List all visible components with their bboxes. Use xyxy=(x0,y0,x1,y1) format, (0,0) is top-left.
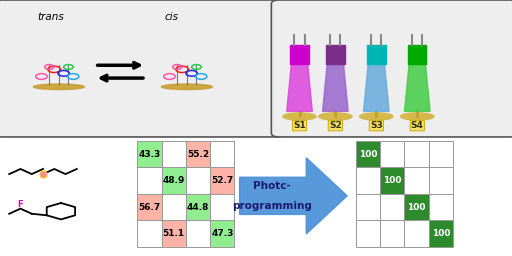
Bar xyxy=(210,141,234,167)
Ellipse shape xyxy=(359,113,393,120)
Polygon shape xyxy=(364,64,389,111)
Text: 100: 100 xyxy=(432,229,450,238)
FancyBboxPatch shape xyxy=(271,0,512,137)
Text: trans: trans xyxy=(38,12,65,22)
Bar xyxy=(380,141,404,167)
Bar xyxy=(429,220,453,247)
Bar xyxy=(380,194,404,220)
Text: programming: programming xyxy=(232,201,312,211)
Polygon shape xyxy=(287,64,312,111)
Bar xyxy=(429,167,453,194)
Bar xyxy=(404,194,429,220)
Ellipse shape xyxy=(400,113,434,120)
Text: S4: S4 xyxy=(411,121,424,130)
Bar xyxy=(356,141,380,167)
Bar xyxy=(404,167,429,194)
Polygon shape xyxy=(240,158,347,234)
Bar xyxy=(210,220,234,247)
Bar xyxy=(356,167,380,194)
Bar xyxy=(404,141,429,167)
Bar xyxy=(326,45,345,64)
Bar xyxy=(356,220,380,247)
Bar xyxy=(162,194,186,220)
FancyBboxPatch shape xyxy=(0,0,284,137)
Bar xyxy=(210,194,234,220)
Text: Photc-: Photc- xyxy=(253,181,291,191)
Text: 100: 100 xyxy=(408,203,426,212)
Bar xyxy=(380,220,404,247)
Bar xyxy=(356,194,380,220)
Bar xyxy=(186,167,210,194)
Bar xyxy=(210,167,234,194)
Ellipse shape xyxy=(33,84,84,90)
Bar xyxy=(137,167,162,194)
Text: 47.3: 47.3 xyxy=(211,229,233,238)
Bar xyxy=(162,220,186,247)
Text: 43.3: 43.3 xyxy=(138,150,160,158)
Text: 52.7: 52.7 xyxy=(211,176,233,185)
Bar xyxy=(162,167,186,194)
Text: 51.1: 51.1 xyxy=(163,229,185,238)
Bar xyxy=(290,45,309,64)
Bar xyxy=(137,141,162,167)
Bar xyxy=(429,194,453,220)
Bar xyxy=(186,194,210,220)
Text: 100: 100 xyxy=(383,176,401,185)
Bar xyxy=(186,141,210,167)
Bar xyxy=(186,220,210,247)
Text: 100: 100 xyxy=(359,150,377,158)
Polygon shape xyxy=(323,64,348,111)
Bar xyxy=(137,194,162,220)
Text: cis: cis xyxy=(164,12,179,22)
Bar xyxy=(367,45,386,64)
Ellipse shape xyxy=(161,84,212,90)
Polygon shape xyxy=(404,64,430,111)
Text: 56.7: 56.7 xyxy=(138,203,160,212)
Bar xyxy=(408,45,426,64)
Text: 44.8: 44.8 xyxy=(187,203,209,212)
Bar xyxy=(137,220,162,247)
Text: S2: S2 xyxy=(329,121,342,130)
Bar xyxy=(380,167,404,194)
Text: F: F xyxy=(18,200,23,209)
Text: 48.9: 48.9 xyxy=(162,176,185,185)
Ellipse shape xyxy=(283,113,316,120)
Bar xyxy=(429,141,453,167)
Bar xyxy=(162,141,186,167)
Text: S3: S3 xyxy=(370,121,382,130)
Text: S1: S1 xyxy=(293,121,306,130)
Bar xyxy=(404,220,429,247)
Text: 55.2: 55.2 xyxy=(187,150,209,158)
Ellipse shape xyxy=(318,113,352,120)
